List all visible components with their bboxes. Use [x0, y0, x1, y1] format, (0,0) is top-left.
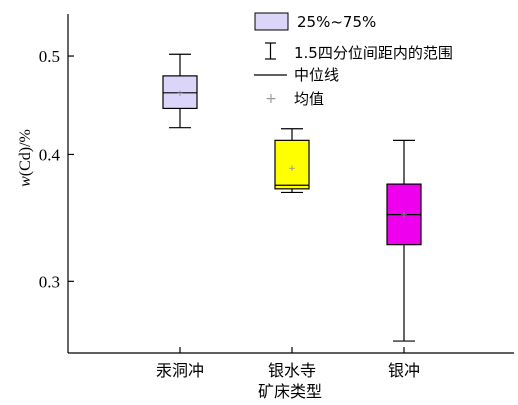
- box-group: +: [386, 139, 422, 342]
- y-axis-title: w(Cd)/%: [17, 129, 34, 187]
- box-group: +: [162, 53, 198, 129]
- legend-box-label: 25%~75%: [297, 13, 376, 31]
- x-tick-label: 银冲: [388, 361, 420, 380]
- legend-mean-label: 均值: [294, 90, 324, 108]
- mean-marker: +: [400, 211, 408, 221]
- iqr-box: [162, 75, 198, 110]
- box-series: + + +: [162, 53, 422, 342]
- legend-whisker-icon: [265, 42, 276, 60]
- mean-marker: +: [288, 164, 296, 174]
- y-tick-label: 0.4: [39, 145, 61, 164]
- x-tick-label: 银水寺: [268, 361, 316, 380]
- y-tick-label: 0.3: [39, 272, 60, 291]
- iqr-box: [274, 139, 310, 190]
- x-axis-title: 矿床类型: [258, 382, 322, 401]
- legend-box-swatch: [254, 12, 289, 31]
- y-axis-ticks: 0.3 0.4 0.5: [39, 47, 74, 291]
- x-axis-ticks: 汞洞冲 银水寺 银冲: [156, 347, 420, 380]
- y-axis-title-rest: (Cd)/%: [17, 129, 34, 176]
- mean-marker: +: [176, 89, 184, 99]
- x-tick-label: 汞洞冲: [156, 361, 204, 380]
- legend-mean-symbol: +: [265, 91, 277, 107]
- legend: 25%~75% 1.5四分位间距内的范围 中位线 + 均值: [254, 12, 453, 108]
- legend-median-label: 中位线: [294, 66, 339, 84]
- y-axis-title-italic: w: [17, 176, 34, 187]
- y-tick-label: 0.5: [39, 47, 60, 66]
- legend-whisker-label: 1.5四分位间距内的范围: [294, 44, 453, 62]
- box-group: +: [274, 128, 310, 194]
